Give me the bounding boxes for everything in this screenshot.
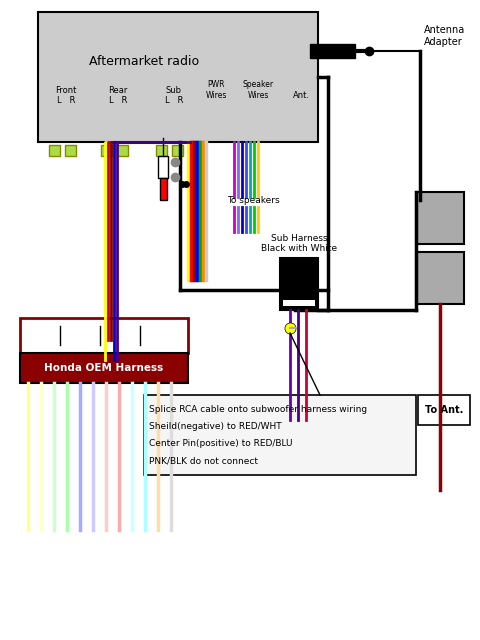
Text: Honda OEM Harness: Honda OEM Harness xyxy=(44,363,164,373)
Text: To speakers: To speakers xyxy=(227,195,279,205)
Text: Sub: Sub xyxy=(166,86,182,95)
Text: L   R: L R xyxy=(57,95,75,104)
Bar xyxy=(310,44,355,58)
Text: Sheild(negative) to RED/WHT: Sheild(negative) to RED/WHT xyxy=(149,422,282,431)
Text: Antenna
Adapter: Antenna Adapter xyxy=(424,25,465,47)
Bar xyxy=(49,145,60,156)
Text: L   R: L R xyxy=(109,95,127,104)
Bar xyxy=(101,145,112,156)
Bar xyxy=(172,145,183,156)
Text: PWR
Wires: PWR Wires xyxy=(205,80,227,100)
Text: Center Pin(positive) to RED/BLU: Center Pin(positive) to RED/BLU xyxy=(149,439,292,448)
Bar xyxy=(280,258,318,310)
Bar xyxy=(160,178,167,200)
Text: Front: Front xyxy=(55,86,77,95)
Text: Splice RCA cable onto subwoofer harness wiring: Splice RCA cable onto subwoofer harness … xyxy=(149,405,367,414)
Bar xyxy=(117,145,128,156)
Bar xyxy=(418,395,470,425)
Text: L   R: L R xyxy=(165,95,183,104)
Bar xyxy=(20,353,188,383)
Bar xyxy=(144,395,416,475)
Text: Sub Harness
Black with White: Sub Harness Black with White xyxy=(261,234,337,253)
Bar xyxy=(38,12,318,142)
Text: Speaker
Wires: Speaker Wires xyxy=(242,80,274,100)
Bar xyxy=(65,145,76,156)
Text: PNK/BLK do not connect: PNK/BLK do not connect xyxy=(149,456,258,465)
Text: Rear: Rear xyxy=(108,86,128,95)
Text: Aftermarket radio: Aftermarket radio xyxy=(89,55,200,68)
Bar xyxy=(156,145,167,156)
Bar xyxy=(283,300,315,306)
Bar xyxy=(158,156,168,178)
Bar xyxy=(20,318,188,353)
Bar xyxy=(416,192,464,244)
Bar xyxy=(416,252,464,304)
Text: To Ant.: To Ant. xyxy=(425,405,463,415)
Text: Ant.: Ant. xyxy=(292,91,310,100)
